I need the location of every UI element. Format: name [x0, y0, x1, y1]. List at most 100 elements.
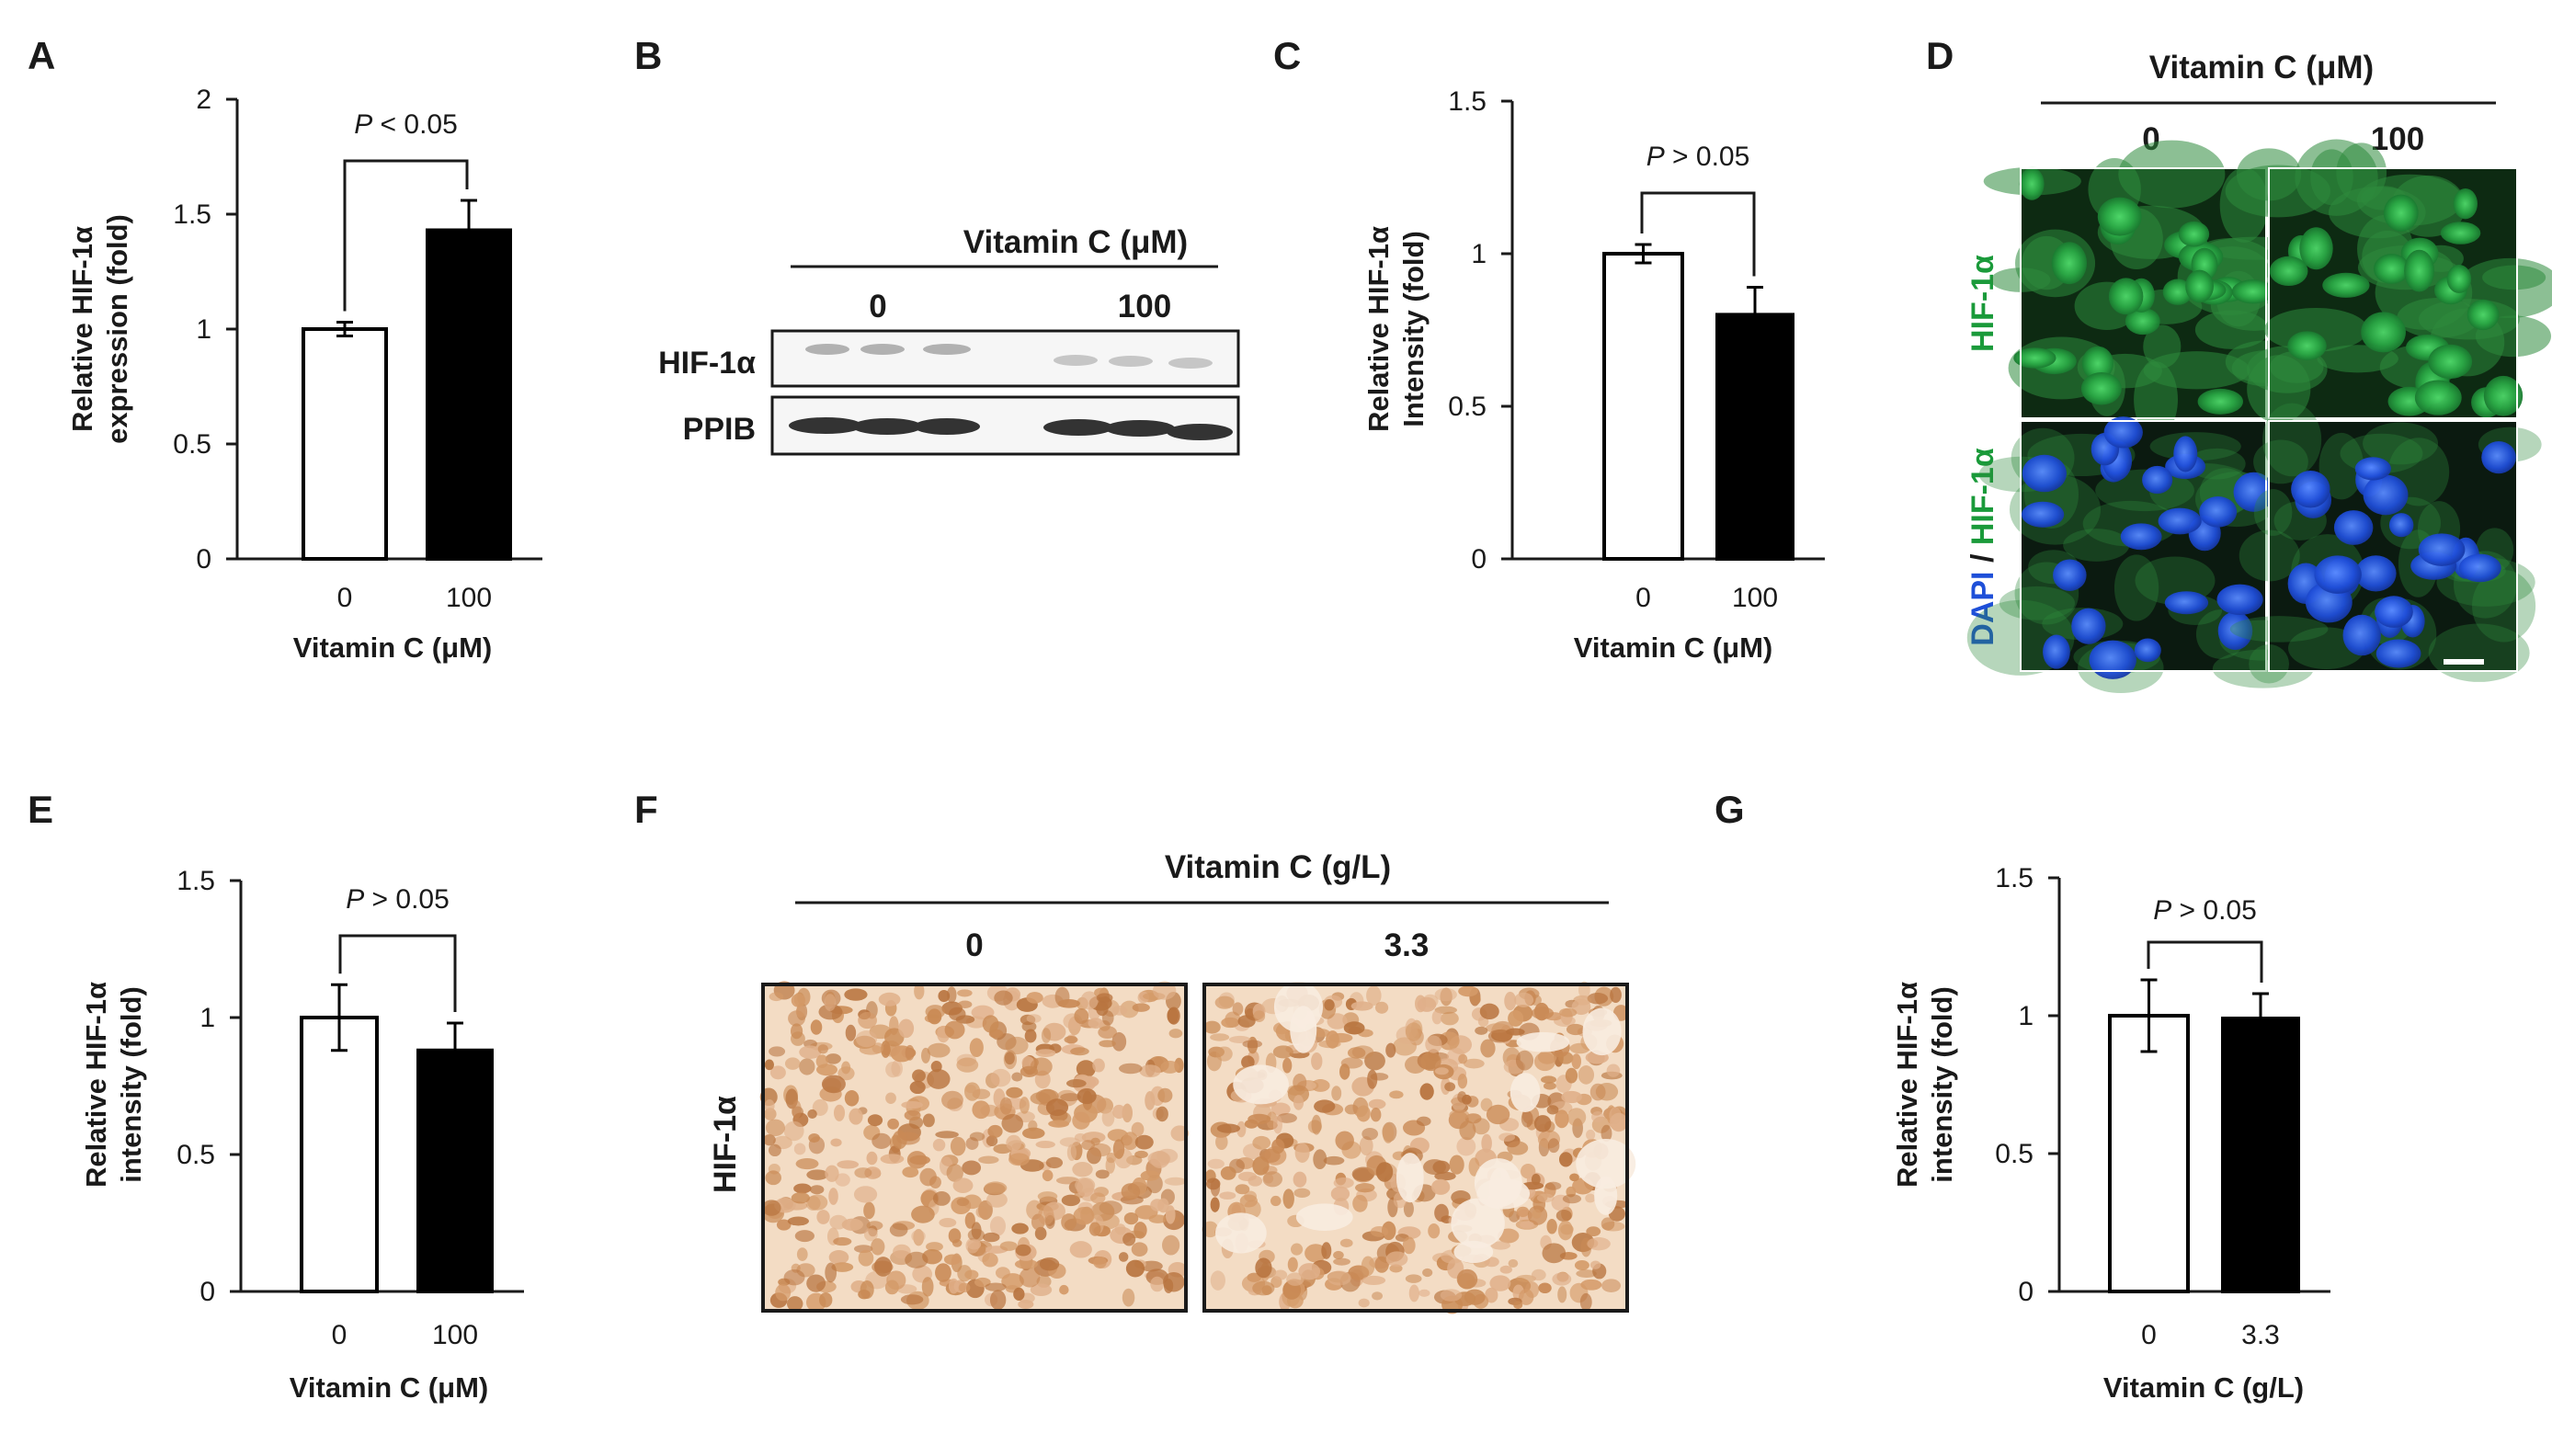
- stained-cell: [1333, 1250, 1344, 1259]
- stained-cell: [1066, 1143, 1077, 1162]
- stained-cell: [1077, 1087, 1097, 1105]
- stained-cell: [1559, 1007, 1578, 1018]
- stained-cell: [1098, 1026, 1117, 1039]
- nucleus: [2333, 510, 2374, 545]
- stained-cell: [1122, 1288, 1135, 1307]
- stained-cell: [1402, 1236, 1416, 1255]
- stained-cell: [1035, 1141, 1055, 1149]
- stained-cell: [906, 1151, 928, 1169]
- stained-cell: [1333, 1257, 1350, 1266]
- stained-cell: [1293, 1188, 1311, 1199]
- stained-cell: [1210, 1270, 1225, 1291]
- stained-cell: [1008, 1153, 1030, 1166]
- stained-cell: [987, 1124, 1003, 1138]
- stained-cell: [948, 1278, 960, 1294]
- stained-cell: [1298, 1263, 1321, 1280]
- stained-cell: [932, 1138, 946, 1152]
- stained-cell: [901, 1100, 923, 1109]
- stained-cell: [1544, 1181, 1562, 1190]
- stained-cell: [1479, 1003, 1499, 1020]
- stained-cell: [1005, 1036, 1029, 1055]
- stained-cell: [1531, 1268, 1546, 1281]
- stained-cell: [1039, 1257, 1060, 1271]
- panel-label-d: D: [1926, 34, 1954, 77]
- cell: [2080, 372, 2122, 405]
- stained-cell: [1425, 1035, 1442, 1053]
- stained-cell: [938, 989, 951, 1003]
- stained-cell: [1286, 1272, 1304, 1286]
- stained-cell: [1457, 1074, 1468, 1089]
- stained-cell: [769, 1046, 786, 1057]
- stained-cell: [1601, 1124, 1612, 1143]
- stained-cell: [982, 1015, 999, 1033]
- stained-cell: [1481, 1133, 1492, 1153]
- cell: [2178, 221, 2210, 247]
- y-tick-label: 1.5: [1448, 86, 1487, 117]
- tissue-space: [1516, 1031, 1570, 1052]
- stained-cell: [1587, 1237, 1611, 1251]
- stained-cell: [830, 1138, 842, 1147]
- stained-cell: [885, 1061, 901, 1078]
- stained-cell: [837, 1160, 860, 1169]
- y-tick-label: 1.5: [177, 866, 215, 896]
- cell: [2383, 194, 2419, 232]
- nucleus: [2481, 441, 2516, 474]
- stained-cell: [1114, 1223, 1126, 1235]
- nucleus: [2120, 523, 2162, 551]
- p-value-annotation: P < 0.05: [354, 109, 458, 140]
- stained-cell: [1125, 1259, 1145, 1278]
- stained-cell: [1340, 1057, 1363, 1069]
- y-tick-label: 1: [2018, 1001, 2034, 1031]
- stained-cell: [1333, 1177, 1354, 1189]
- stained-cell: [944, 1020, 965, 1040]
- stained-cell: [955, 1015, 975, 1024]
- stained-cell: [1514, 992, 1534, 1007]
- stained-cell: [1018, 1300, 1034, 1309]
- stained-cell: [808, 1132, 820, 1143]
- x-tick-label: 100: [432, 1320, 478, 1350]
- bar: [426, 228, 512, 561]
- stained-cell: [927, 1008, 942, 1025]
- stained-cell: [1069, 1241, 1092, 1258]
- stained-cell: [775, 1283, 792, 1302]
- stained-cell: [795, 1158, 819, 1170]
- stained-cell: [1567, 1108, 1587, 1127]
- stained-cell: [1508, 1010, 1524, 1027]
- stained-cell: [1167, 1007, 1179, 1024]
- stained-cell: [1122, 1132, 1139, 1151]
- stained-cell: [1339, 1238, 1353, 1247]
- stained-cell: [1145, 1090, 1156, 1110]
- nucleus: [2103, 416, 2143, 449]
- stained-cell: [1557, 1286, 1567, 1303]
- stained-cell: [1163, 1271, 1185, 1292]
- stained-cell: [805, 1195, 821, 1211]
- stained-cell: [763, 1133, 776, 1146]
- stained-cell: [799, 1045, 822, 1059]
- stained-cell: [943, 1254, 962, 1266]
- stained-cell: [1282, 1057, 1293, 1074]
- ihc-panel: Vitamin C (g/L) 0 3.3 HIF-1α: [708, 849, 1636, 1314]
- stained-cell: [980, 1104, 999, 1117]
- blot-header: Vitamin C (μM): [963, 224, 1188, 260]
- stained-cell: [1361, 1127, 1379, 1141]
- stained-cell: [1059, 1137, 1081, 1147]
- stained-cell: [1006, 1134, 1022, 1152]
- stained-cell: [927, 1069, 951, 1089]
- blot-row-hif1a: HIF-1α: [658, 346, 756, 381]
- stained-cell: [1571, 998, 1591, 1016]
- nucleus: [2043, 634, 2070, 669]
- stained-cell: [1072, 1111, 1090, 1130]
- stained-cell: [1024, 1029, 1037, 1043]
- stained-cell: [1374, 1001, 1389, 1014]
- bar: [1602, 252, 1684, 561]
- stained-cell: [1323, 1155, 1345, 1166]
- stained-cell: [983, 1232, 1000, 1243]
- stained-cell: [946, 986, 957, 1004]
- ihc-image-3-3: [1202, 981, 1636, 1314]
- stained-cell: [1533, 1115, 1552, 1132]
- image-border: [2268, 420, 2518, 672]
- cell: [2414, 380, 2462, 415]
- stained-cell: [1248, 1175, 1263, 1187]
- cell: [2467, 299, 2500, 331]
- stained-cell: [1569, 1173, 1579, 1182]
